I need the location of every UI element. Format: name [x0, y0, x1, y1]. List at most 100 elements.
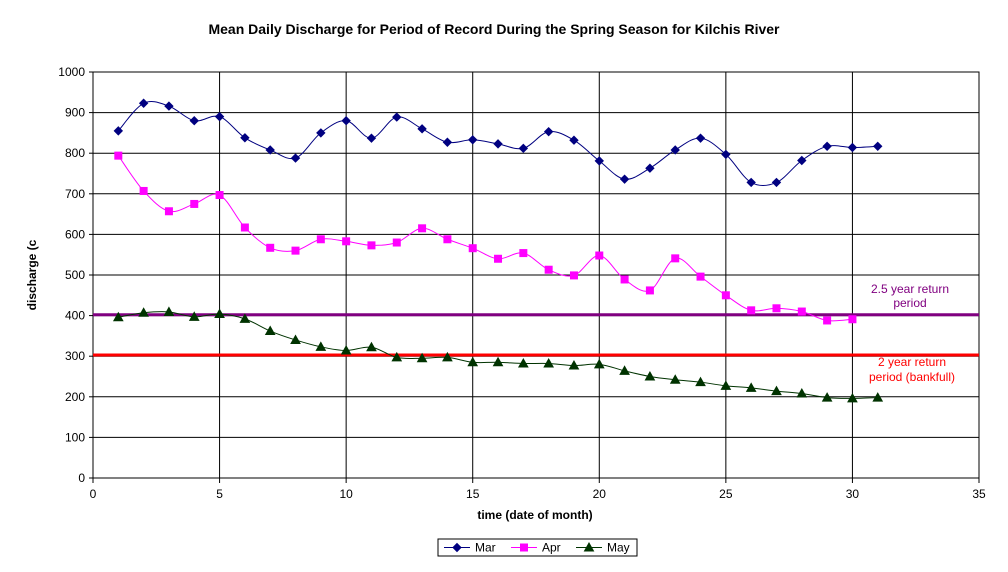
data-point — [797, 307, 806, 316]
reference-line-label: 2.5 year return — [871, 282, 949, 296]
data-point — [721, 149, 731, 160]
data-point — [138, 307, 149, 317]
data-point — [671, 254, 680, 263]
y-tick-label: 400 — [65, 309, 85, 323]
y-tick-label: 0 — [78, 471, 85, 485]
legend-marker — [520, 543, 528, 552]
data-point — [518, 143, 529, 154]
data-point — [620, 275, 629, 284]
data-point — [517, 357, 529, 368]
data-point — [747, 306, 756, 315]
data-point — [569, 271, 578, 280]
data-point — [114, 151, 123, 160]
data-point — [392, 112, 402, 122]
data-point — [342, 237, 351, 246]
y-tick-label: 700 — [65, 187, 85, 201]
data-point — [847, 142, 858, 153]
data-point — [594, 156, 604, 166]
data-point — [595, 251, 604, 260]
data-point — [266, 243, 275, 252]
data-point — [720, 380, 732, 390]
data-point — [391, 351, 403, 362]
data-point — [847, 392, 858, 403]
y-tick-label: 1000 — [58, 65, 85, 79]
data-point — [291, 246, 300, 255]
data-point — [721, 291, 730, 300]
data-point — [771, 385, 782, 396]
data-point — [468, 135, 478, 145]
data-point — [215, 191, 224, 200]
data-point — [467, 356, 479, 367]
reference-line-label: period — [893, 296, 926, 310]
data-point — [214, 111, 225, 122]
x-tick-label: 25 — [719, 487, 733, 501]
data-point — [669, 374, 681, 384]
series-line — [117, 155, 853, 322]
data-point — [493, 139, 503, 149]
data-point — [340, 344, 352, 355]
data-point — [190, 199, 199, 208]
data-point — [645, 163, 655, 173]
data-point — [593, 358, 605, 369]
legend-label: May — [607, 541, 630, 555]
data-point — [772, 304, 781, 313]
y-tick-label: 300 — [65, 349, 85, 363]
data-point — [265, 145, 275, 155]
x-tick-label: 30 — [846, 487, 860, 501]
data-point — [341, 116, 351, 126]
data-point — [138, 98, 149, 108]
data-point — [316, 128, 326, 138]
legend-marker — [452, 542, 462, 553]
y-tick-label: 500 — [65, 268, 85, 282]
data-point — [366, 341, 377, 352]
data-point — [214, 308, 225, 318]
x-tick-label: 20 — [593, 487, 607, 501]
reference-line-label: period (bankfull) — [869, 370, 955, 384]
data-point — [695, 376, 706, 387]
data-point — [823, 316, 832, 325]
x-tick-label: 5 — [216, 487, 223, 501]
data-point — [695, 133, 706, 143]
data-point — [822, 141, 832, 152]
y-axis-label: discharge (c — [25, 239, 39, 310]
data-point — [367, 241, 376, 250]
data-point — [112, 311, 124, 322]
data-point — [519, 249, 528, 258]
legend-label: Apr — [542, 541, 561, 555]
y-tick-label: 100 — [65, 430, 85, 444]
y-tick-label: 800 — [65, 146, 85, 160]
legend-box — [437, 538, 638, 557]
data-point — [619, 365, 630, 375]
data-point — [290, 153, 301, 163]
data-point — [544, 265, 553, 274]
data-point — [670, 145, 680, 155]
data-point — [163, 306, 175, 316]
data-point — [164, 207, 173, 216]
data-point — [872, 392, 884, 402]
data-point — [264, 325, 276, 336]
legend-marker — [583, 541, 595, 552]
data-point — [619, 174, 630, 184]
x-axis-ticks: 0 5 10 15 20 25 30 35 — [90, 478, 986, 501]
data-point — [290, 334, 301, 344]
data-point — [417, 124, 427, 134]
y-tick-label: 900 — [65, 106, 85, 120]
x-axis-label: time (date of month) — [477, 508, 592, 522]
data-point — [468, 244, 477, 253]
data-point — [366, 133, 377, 143]
data-point — [821, 392, 833, 402]
data-point — [543, 126, 554, 137]
data-point — [418, 224, 427, 233]
data-point — [796, 388, 808, 398]
data-point — [416, 352, 428, 363]
data-point — [139, 186, 148, 195]
series-apr — [114, 151, 857, 325]
data-point — [239, 313, 251, 323]
data-point — [442, 351, 453, 362]
data-point — [315, 341, 327, 351]
data-point — [568, 360, 580, 370]
data-point — [316, 235, 325, 244]
grid — [92, 71, 980, 479]
